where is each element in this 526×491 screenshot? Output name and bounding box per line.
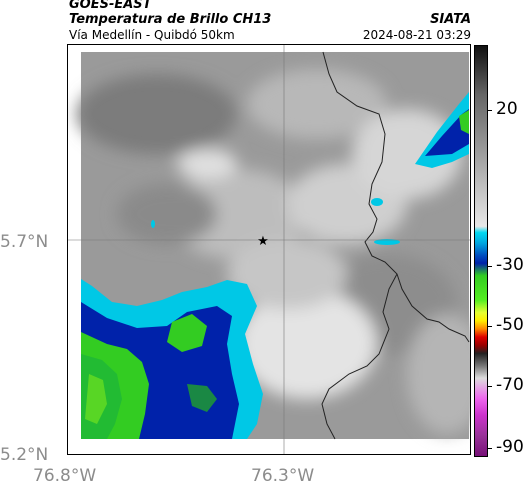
convective-cloud-sw — [81, 279, 263, 439]
cbar-label-m90: -90 — [496, 437, 524, 457]
cbar-label-m30: -30 — [496, 255, 524, 275]
cbar-label-m70: -70 — [496, 375, 524, 395]
lon-label-76-3: 76.3°W — [251, 466, 314, 486]
cbar-tick-m90 — [487, 448, 492, 449]
cbar-tick-m30 — [487, 266, 492, 267]
cbar-label-20: 20 — [496, 99, 518, 119]
cbar-tick-m50 — [487, 326, 492, 327]
city-marker-star: ★ — [257, 234, 269, 249]
satellite-map: ★ — [67, 44, 471, 455]
lon-label-76-8: 76.8°W — [33, 466, 96, 486]
route-subtitle: Vía Medellín - Quibdó 50km — [69, 28, 235, 42]
lat-label-5-7: 5.7°N — [0, 232, 48, 252]
product-title: Temperatura de Brillo CH13 — [69, 12, 271, 27]
lat-label-5-2: 5.2°N — [0, 445, 48, 465]
timestamp-label: 2024-08-21 03:29 — [363, 28, 471, 42]
cbar-label-m50: -50 — [496, 315, 524, 335]
cbar-tick-m70 — [487, 386, 492, 387]
source-label: SIATA — [430, 12, 471, 27]
satellite-title: GOES-EAST — [69, 0, 152, 12]
colorbar — [474, 45, 488, 457]
cbar-tick-20 — [487, 110, 492, 111]
